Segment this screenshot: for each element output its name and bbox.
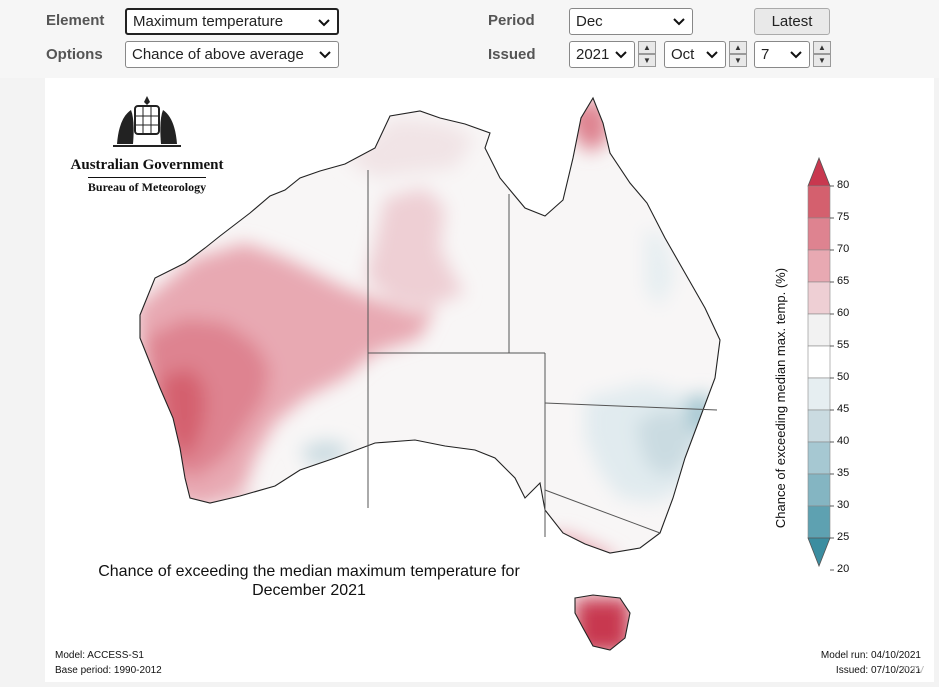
stepper-down-icon[interactable]: ▼ <box>638 54 656 67</box>
colorbar-ticks <box>830 185 834 571</box>
colorbar-segment <box>807 377 831 411</box>
issued-month-value: Oct <box>671 46 695 63</box>
run-info: Model run: 04/10/2021 Issued: 07/10/2021 <box>793 648 921 678</box>
issued-day-value: 7 <box>761 46 770 63</box>
colorbar-tick-label: 65 <box>837 275 850 287</box>
colorbar-tick-label: 70 <box>837 243 850 255</box>
colorbar-tick-label: 20 <box>837 563 850 575</box>
colorbar-segment <box>807 281 831 315</box>
colorbar-segment <box>807 505 831 539</box>
colorbar-tick-label: 60 <box>837 307 850 319</box>
issued-year-value: 2021 <box>576 46 610 63</box>
bureau-name: Bureau of Meteorology <box>87 177 207 195</box>
element-select[interactable]: Maximum temperature <box>125 8 339 35</box>
colorbar-tick-label: 25 <box>837 531 850 543</box>
chevron-down-icon <box>319 51 331 59</box>
issued-date: Issued: 07/10/2021 <box>835 665 921 676</box>
state-borders <box>367 170 718 537</box>
map-title-line2: December 2021 <box>252 582 366 599</box>
colorbar-tick-label: 80 <box>837 179 850 191</box>
map-title-line1: Chance of exceeding the median maximum t… <box>98 563 520 580</box>
stepper-up-icon[interactable]: ▲ <box>813 41 831 54</box>
colorbar-segment <box>807 249 831 283</box>
forecast-controls: Element Maximum temperature Options Chan… <box>0 0 939 78</box>
colorbar-segment <box>807 313 831 347</box>
australia-map <box>139 97 721 651</box>
colorbar-tick-label: 35 <box>837 467 850 479</box>
chevron-down-icon <box>706 51 718 59</box>
chevron-down-icon <box>318 19 330 27</box>
coat-of-arms-icon <box>113 96 181 147</box>
issued-day-stepper[interactable]: ▲ ▼ <box>813 41 831 68</box>
colorbar-tick-label: 40 <box>837 435 850 447</box>
colorbar-tick-label: 30 <box>837 499 850 511</box>
chevron-down-icon <box>615 51 627 59</box>
period-label: Period <box>488 12 535 29</box>
issued-label: Issued <box>488 46 536 63</box>
colorbar-segments <box>807 156 831 568</box>
colorbar-segment <box>807 473 831 507</box>
options-select[interactable]: Chance of above average <box>125 41 339 68</box>
period-select[interactable]: Dec <box>569 8 693 35</box>
stepper-up-icon[interactable]: ▲ <box>638 41 656 54</box>
government-name: Australian Government <box>70 157 224 173</box>
bom-logo: Australian Government Bureau of Meteorol… <box>67 92 227 196</box>
colorbar-tick-label: 45 <box>837 403 850 415</box>
colorbar-segment <box>807 409 831 443</box>
issued-day-select[interactable]: 7 <box>754 41 810 68</box>
period-select-value: Dec <box>576 13 603 30</box>
colorbar-tick-label: 75 <box>837 211 850 223</box>
model-info: Model: ACCESS-S1 Base period: 1990-2012 <box>55 648 162 678</box>
watermark: 7’ TV <box>901 665 924 676</box>
colorbar-segment <box>807 185 831 219</box>
stepper-up-icon[interactable]: ▲ <box>729 41 747 54</box>
issued-year-select[interactable]: 2021 <box>569 41 635 68</box>
latest-button[interactable]: Latest <box>754 8 830 35</box>
colorbar-segment <box>807 345 831 379</box>
chevron-down-icon <box>673 18 685 26</box>
chevron-down-icon <box>790 51 802 59</box>
colorbar-segment <box>807 441 831 475</box>
colorbar-tick-label: 50 <box>837 371 850 383</box>
model-name: Model: ACCESS-S1 <box>55 650 144 661</box>
colorbar-title: Chance of exceeding median max. temp. (%… <box>773 267 788 529</box>
colorbar <box>807 156 834 571</box>
map-title: Chance of exceeding the median maximum t… <box>49 562 569 600</box>
colorbar-bottom-arrow <box>807 537 831 568</box>
element-select-value: Maximum temperature <box>133 13 284 30</box>
stepper-down-icon[interactable]: ▼ <box>813 54 831 67</box>
options-label: Options <box>46 46 103 63</box>
colorbar-tick-label: 55 <box>837 339 850 351</box>
element-label: Element <box>46 12 105 29</box>
issued-month-stepper[interactable]: ▲ ▼ <box>729 41 747 68</box>
stepper-down-icon[interactable]: ▼ <box>729 54 747 67</box>
options-select-value: Chance of above average <box>132 46 304 63</box>
issued-month-select[interactable]: Oct <box>664 41 726 68</box>
colorbar-segment <box>807 217 831 251</box>
colorbar-top-arrow <box>807 156 831 187</box>
base-period: Base period: 1990-2012 <box>55 665 162 676</box>
issued-year-stepper[interactable]: ▲ ▼ <box>638 41 656 68</box>
forecast-map-panel: Australian Government Bureau of Meteorol… <box>45 78 934 682</box>
model-run: Model run: 04/10/2021 <box>820 650 921 661</box>
